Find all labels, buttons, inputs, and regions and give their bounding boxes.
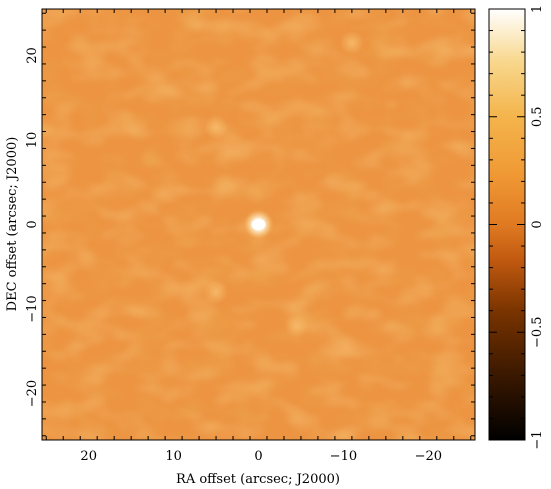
- emission-blob-1: [204, 115, 229, 140]
- colorbar-tick-label: 1: [530, 5, 545, 13]
- emission-blob-3: [339, 30, 364, 55]
- colorbar-tick-label: −1: [530, 430, 545, 449]
- y-axis-ticks: 20 10 0 −10 −20: [25, 12, 475, 437]
- x-tick-label: −20: [415, 449, 442, 464]
- y-tick-label: 0: [25, 220, 40, 228]
- colorbar-tick-label: −0.5: [530, 316, 545, 348]
- colorbar-tick-label: 0.5: [530, 106, 545, 127]
- x-tick-label: 0: [254, 449, 262, 464]
- emission-blob-4: [204, 280, 229, 305]
- x-axis-label: RA offset (arcsec; J2000): [176, 472, 340, 487]
- y-tick-label: −20: [25, 380, 40, 407]
- y-tick-label: 20: [25, 47, 40, 64]
- y-tick-label: −10: [25, 295, 40, 322]
- x-axis-ticks: 20 10 0 −10 −20: [45, 9, 472, 464]
- heatmap-image: [42, 9, 475, 440]
- colorbar-tick-label: 0: [530, 220, 545, 228]
- colorbar-ticks: 1 0.5 0 −0.5 −1: [489, 5, 545, 450]
- emission-blob-2: [284, 313, 309, 338]
- central-peak-core: [251, 219, 266, 230]
- y-tick-label: 10: [25, 132, 40, 149]
- y-axis-label: DEC offset (arcsec; J2000): [5, 137, 20, 312]
- x-tick-label: −10: [330, 449, 357, 464]
- x-tick-label: 20: [80, 449, 97, 464]
- x-tick-label: 10: [165, 449, 182, 464]
- plot-frame: [41, 8, 476, 441]
